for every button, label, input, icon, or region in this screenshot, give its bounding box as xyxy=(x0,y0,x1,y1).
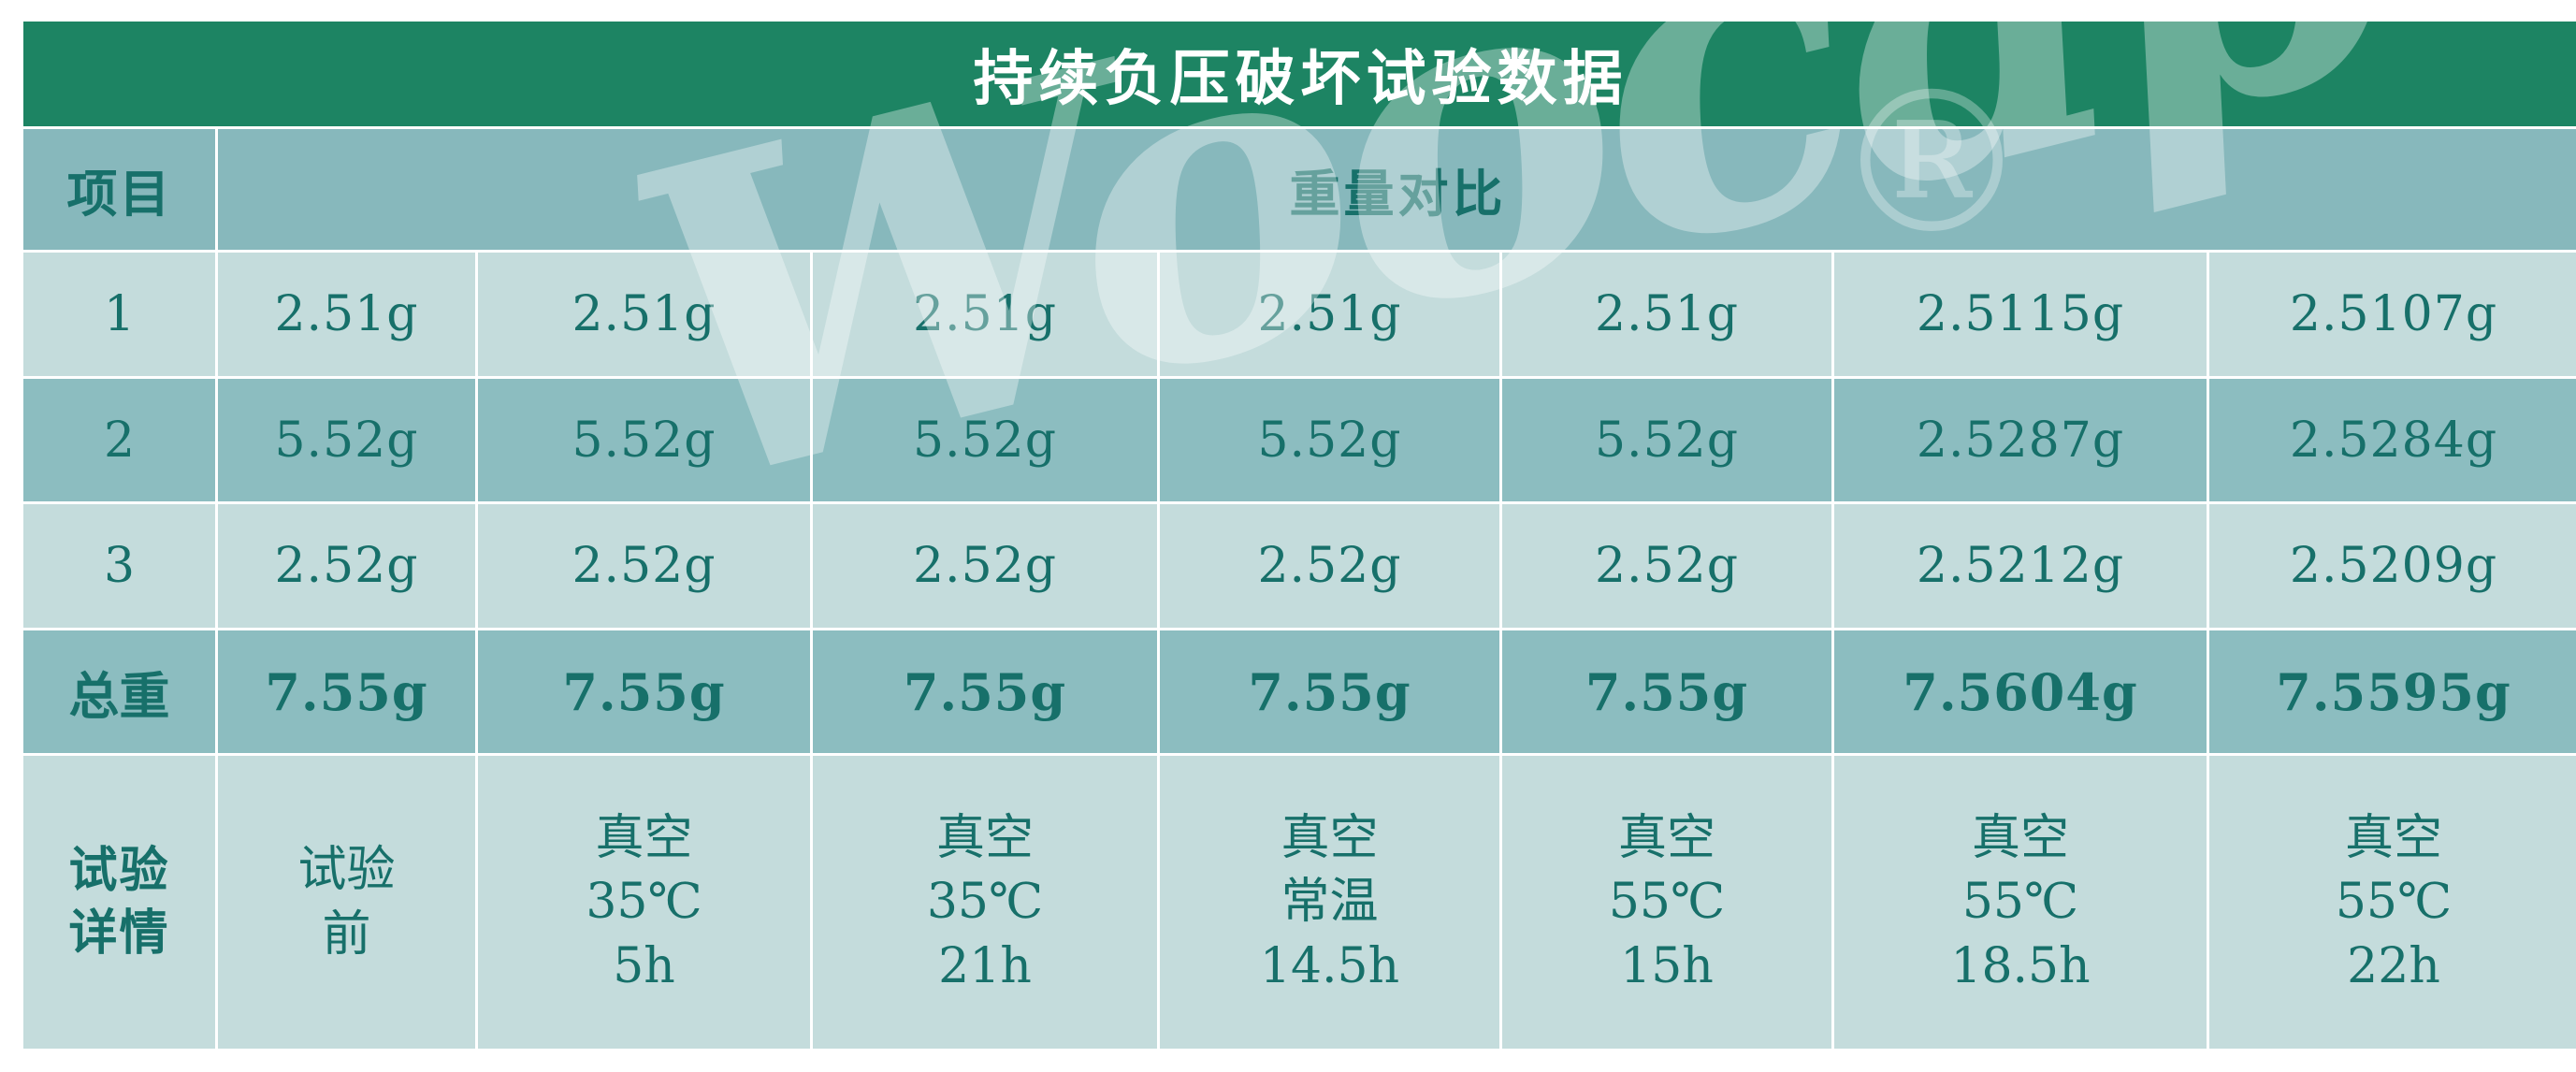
detail-line-3: 14.5h xyxy=(1259,937,1400,994)
detail-line-1: 真空 xyxy=(595,809,693,866)
detail-line-3: 22h xyxy=(2347,937,2440,994)
detail-cell: 真空 常温 14.5h xyxy=(1160,756,1499,1049)
cell-value: 2.51g xyxy=(1160,253,1499,376)
cell-value: 2.5284g xyxy=(2209,378,2576,502)
detail-line-2: 前 xyxy=(322,905,371,963)
row-index: 1 xyxy=(23,253,215,376)
detail-line-2: 常温 xyxy=(1281,874,1379,931)
cell-value: 2.5115g xyxy=(1834,253,2207,376)
cell-value: 2.52g xyxy=(813,504,1157,628)
total-value: 7.55g xyxy=(478,630,810,754)
header-group-label: 重量对比 xyxy=(218,129,2576,251)
detail-cell: 试验 前 xyxy=(218,756,475,1049)
detail-line-1: 真空 xyxy=(1971,809,2069,866)
cell-value: 2.52g xyxy=(478,504,810,628)
total-label: 总重 xyxy=(23,630,215,754)
detail-cell: 真空 55℃ 18.5h xyxy=(1834,756,2207,1049)
detail-line-3: 15h xyxy=(1620,937,1714,994)
total-value: 7.55g xyxy=(218,630,475,754)
detail-line-1: 试验 xyxy=(297,842,396,899)
table-row: 1 2.51g 2.51g 2.51g 2.51g 2.51g 2.5115g … xyxy=(23,253,2576,376)
total-value: 7.55g xyxy=(1502,630,1831,754)
detail-cell: 真空 35℃ 5h xyxy=(478,756,810,1049)
cell-value: 5.52g xyxy=(813,378,1157,502)
detail-label-line-1: 试验 xyxy=(68,842,170,900)
row-index: 3 xyxy=(23,504,215,628)
cell-value: 2.52g xyxy=(218,504,475,628)
detail-line-3: 5h xyxy=(613,937,675,994)
table-row: 3 2.52g 2.52g 2.52g 2.52g 2.52g 2.5212g … xyxy=(23,504,2576,628)
detail-line-3: 21h xyxy=(938,937,1032,994)
detail-cell: 真空 55℃ 22h xyxy=(2209,756,2576,1049)
cell-value: 2.5212g xyxy=(1834,504,2207,628)
table-row: 2 5.52g 5.52g 5.52g 5.52g 5.52g 2.5287g … xyxy=(23,378,2576,502)
cell-value: 2.52g xyxy=(1160,504,1499,628)
cell-value: 5.52g xyxy=(478,378,810,502)
cell-value: 2.5287g xyxy=(1834,378,2207,502)
cell-value: 2.51g xyxy=(218,253,475,376)
cell-value: 2.5107g xyxy=(2209,253,2576,376)
cell-value: 5.52g xyxy=(218,378,475,502)
detail-line-2: 55℃ xyxy=(2335,874,2453,931)
header-item-label: 项目 xyxy=(23,129,215,251)
cell-value: 5.52g xyxy=(1502,378,1831,502)
detail-row: 试验 详情 试验 前 真空 35℃ 5h 真空 35℃ 21h xyxy=(23,756,2576,1049)
cell-value: 2.51g xyxy=(813,253,1157,376)
cell-value: 2.51g xyxy=(478,253,810,376)
total-value: 7.5595g xyxy=(2209,630,2576,754)
detail-line-2: 35℃ xyxy=(586,874,702,931)
detail-line-2: 35℃ xyxy=(926,874,1044,931)
detail-line-1: 真空 xyxy=(2344,809,2442,866)
total-value: 7.55g xyxy=(813,630,1157,754)
header-row: 项目 重量对比 xyxy=(23,129,2576,251)
detail-line-3: 18.5h xyxy=(1950,937,2091,994)
cell-value: 5.52g xyxy=(1160,378,1499,502)
detail-cell: 真空 35℃ 21h xyxy=(813,756,1157,1049)
detail-row-label: 试验 详情 xyxy=(23,756,215,1049)
cell-value: 2.51g xyxy=(1502,253,1831,376)
row-index: 2 xyxy=(23,378,215,502)
detail-line-1: 真空 xyxy=(1281,809,1379,866)
detail-line-2: 55℃ xyxy=(1608,874,1726,931)
total-value: 7.55g xyxy=(1160,630,1499,754)
detail-label-line-2: 详情 xyxy=(68,904,170,962)
detail-line-1: 真空 xyxy=(1617,809,1715,866)
detail-line-2: 55℃ xyxy=(1961,874,2079,931)
cell-value: 2.52g xyxy=(1502,504,1831,628)
page-title: 持续负压破坏试验数据 xyxy=(23,22,2576,127)
detail-cell: 真空 55℃ 15h xyxy=(1502,756,1831,1049)
total-row: 总重 7.55g 7.55g 7.55g 7.55g 7.55g 7.5604g… xyxy=(23,630,2576,754)
cell-value: 2.5209g xyxy=(2209,504,2576,628)
title-row: 持续负压破坏试验数据 xyxy=(23,22,2576,127)
total-value: 7.5604g xyxy=(1834,630,2207,754)
experiment-data-table: 持续负压破坏试验数据 项目 重量对比 1 2.51g 2.51g 2.51g 2… xyxy=(21,19,2576,1051)
detail-line-1: 真空 xyxy=(935,809,1034,866)
